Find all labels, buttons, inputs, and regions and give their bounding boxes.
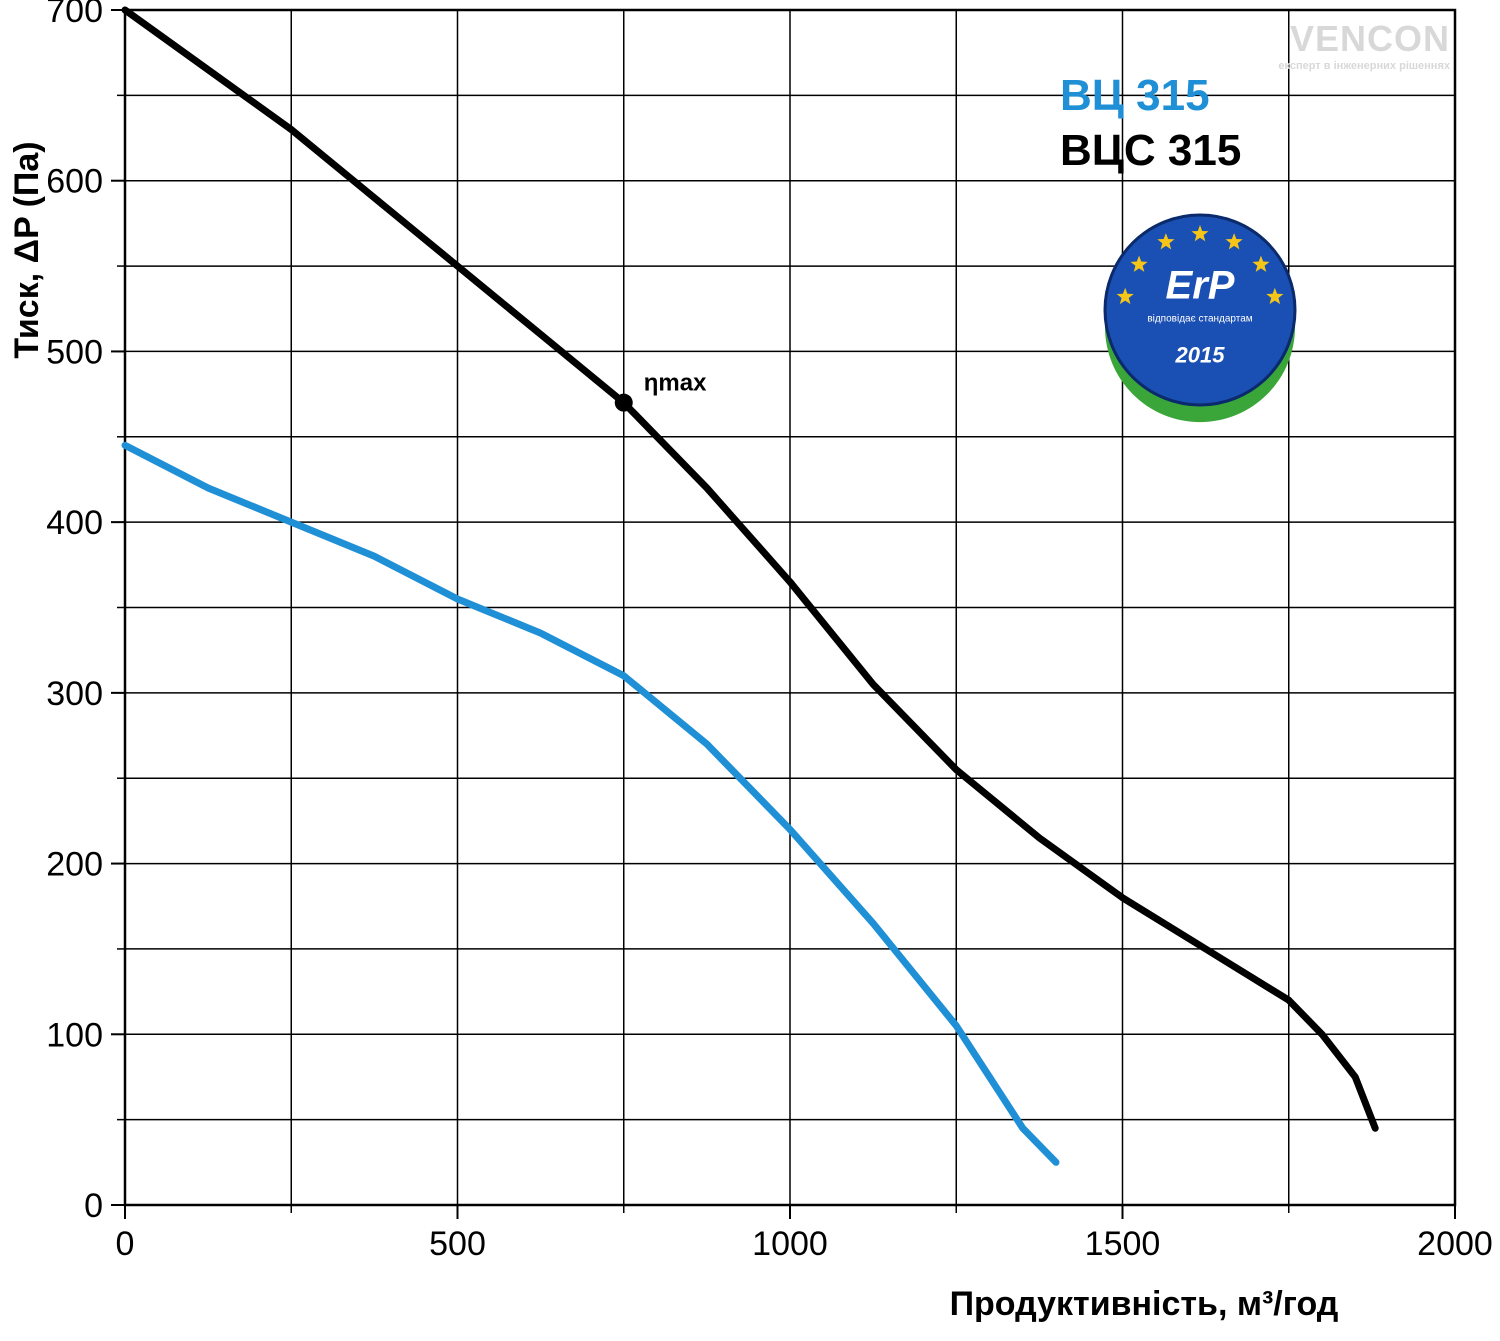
svg-text:ErP: ErP [1166, 264, 1235, 308]
svg-text:600: 600 [46, 163, 103, 201]
svg-text:ηmax: ηmax [644, 370, 707, 397]
svg-text:2000: 2000 [1417, 1225, 1493, 1263]
svg-text:700: 700 [46, 0, 103, 30]
svg-text:Продуктивність, м³/год: Продуктивність, м³/год [950, 1285, 1339, 1323]
svg-text:Тиск, ΔP (Па): Тиск, ΔP (Па) [8, 141, 46, 358]
svg-text:500: 500 [46, 333, 103, 371]
svg-text:відповідає стандартам: відповідає стандартам [1147, 313, 1252, 324]
watermark-text: VENCON [1278, 18, 1450, 60]
svg-text:1500: 1500 [1085, 1225, 1161, 1263]
svg-text:300: 300 [46, 675, 103, 713]
performance-chart: 0 500 1000 1500 2000 0 100 200 300 400 500 600 700 ηm… [0, 0, 1500, 1341]
watermark: VENCON експерт в інженерних рішеннях [1278, 18, 1450, 72]
svg-text:200: 200 [46, 846, 103, 884]
svg-text:500: 500 [429, 1225, 486, 1263]
watermark-subtext: експерт в інженерних рішеннях [1278, 60, 1450, 72]
svg-text:ВЦС 315: ВЦС 315 [1060, 126, 1241, 175]
svg-text:400: 400 [46, 504, 103, 542]
chart-page: 0 500 1000 1500 2000 0 100 200 300 400 500 600 700 ηm… [0, 0, 1500, 1341]
svg-text:ВЦ 315: ВЦ 315 [1060, 71, 1210, 120]
svg-text:2015: 2015 [1175, 342, 1226, 367]
svg-text:100: 100 [46, 1016, 103, 1054]
svg-text:1000: 1000 [752, 1225, 828, 1263]
svg-text:0: 0 [84, 1187, 103, 1225]
svg-text:0: 0 [116, 1225, 135, 1263]
